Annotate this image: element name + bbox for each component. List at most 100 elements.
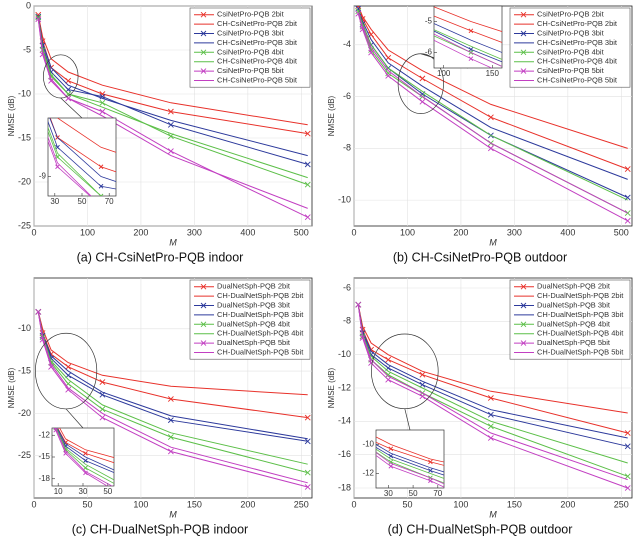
x-tick-label: 250 xyxy=(614,499,629,509)
legend-label: DualNetSph-PQB 4bit xyxy=(217,319,291,328)
legend-label: CH-CsiNetPro-PQB 3bit xyxy=(537,38,618,47)
marker xyxy=(368,49,375,56)
caption: (b) CH-CsiNetPro-PQB outdoor xyxy=(393,250,567,264)
legend-marker xyxy=(520,30,527,37)
y-tick-label: -25 xyxy=(18,450,31,460)
x-tick-label: 100 xyxy=(133,499,148,509)
x-tick-label: 50 xyxy=(402,499,412,509)
marker xyxy=(419,371,426,378)
inset-marker xyxy=(83,451,88,456)
legend-marker xyxy=(200,302,207,309)
line xyxy=(357,8,628,180)
y-tick-label: -6 xyxy=(343,91,351,101)
inset-marker xyxy=(468,28,474,34)
marker xyxy=(419,381,426,388)
marker xyxy=(385,371,392,378)
x-tick-label: 0 xyxy=(31,499,36,509)
marker xyxy=(624,473,631,480)
inset-marker xyxy=(203,512,207,516)
marker xyxy=(487,114,494,121)
legend-label: CH-DualNetSph-PQB 5bit xyxy=(217,347,304,356)
y-tick-label: -4 xyxy=(343,39,351,49)
zoom-connector xyxy=(60,97,83,119)
inset-area xyxy=(47,117,117,197)
legend-label: DualNetSph-PQB 5bit xyxy=(217,338,291,347)
x-tick-label: 400 xyxy=(560,227,575,237)
marker xyxy=(304,484,311,490)
marker xyxy=(99,93,106,100)
marker xyxy=(355,301,362,308)
y-tick-label: -6 xyxy=(343,282,351,292)
caption: (d) CH-DualNetSph-PQB outdoor xyxy=(388,522,573,536)
y-tick-label: -8 xyxy=(343,316,351,326)
caption: (a) CH-CsiNetPro-PQB indoor xyxy=(77,250,244,264)
inset-marker xyxy=(83,458,88,463)
legend-label: CH-DualNetSph-PQB 4bit xyxy=(537,329,624,338)
legend-marker xyxy=(200,11,207,18)
x-axis-label: M xyxy=(489,509,497,519)
y-tick-label: -25 xyxy=(18,220,31,230)
legend-label: CsiNetPro-PQB 3bit xyxy=(537,28,605,37)
marker xyxy=(304,469,311,476)
inset-y-tick-label: -15 xyxy=(38,452,50,461)
marker xyxy=(304,438,311,445)
x-tick-label: 0 xyxy=(351,499,356,509)
zoom-ellipse xyxy=(397,53,444,114)
inset-marker xyxy=(428,468,433,473)
y-tick-label: -10 xyxy=(18,88,31,98)
inset-y-tick-label: -10 xyxy=(362,440,374,449)
inset-y-tick-label: -12 xyxy=(38,430,50,439)
inset-y-tick-label: -6 xyxy=(425,48,433,57)
marker xyxy=(99,406,106,413)
legend-label: CH-DualNetSph-PQB 2bit xyxy=(537,291,624,300)
y-tick-label: -20 xyxy=(18,408,31,418)
marker xyxy=(419,75,426,82)
inset-line xyxy=(56,428,114,471)
inset-x-tick-label: 70 xyxy=(433,489,442,498)
legend-label: DualNetSph-PQB 4bit xyxy=(537,319,611,328)
line xyxy=(357,6,628,149)
y-tick-label: 0 xyxy=(26,0,31,10)
x-tick-label: 500 xyxy=(614,227,629,237)
marker xyxy=(35,11,42,18)
marker xyxy=(167,108,174,115)
inset-x-tick-label: 10 xyxy=(54,487,63,496)
legend-label: CH-CsiNetPro-PQB 4bit xyxy=(537,57,618,66)
marker xyxy=(99,108,106,115)
y-tick-label: -8 xyxy=(343,143,351,153)
marker xyxy=(624,430,631,436)
marker xyxy=(35,13,42,20)
marker xyxy=(355,8,362,15)
marker xyxy=(487,145,494,152)
y-tick-label: -10 xyxy=(338,194,351,204)
x-tick-label: 200 xyxy=(133,227,148,237)
inset-x-tick-label: 30 xyxy=(50,197,59,206)
line xyxy=(357,304,628,414)
inset-marker xyxy=(360,233,364,237)
inset-line xyxy=(376,452,444,485)
inset-marker xyxy=(23,19,27,23)
inset-marker xyxy=(23,24,27,28)
legend-marker xyxy=(520,321,527,328)
legend-label: CH-CsiNetPro-PQB 3bit xyxy=(217,38,298,47)
legend-label: CH-DualNetSph-PQB 3bit xyxy=(217,310,304,319)
legend-label: CH-DualNetSph-PQB 4bit xyxy=(217,329,304,338)
inset-marker xyxy=(55,164,60,170)
marker xyxy=(167,417,174,424)
legend-box xyxy=(189,279,311,360)
y-tick-label: -15 xyxy=(18,132,31,142)
inset-marker xyxy=(83,465,88,471)
inset-marker xyxy=(98,164,104,170)
marker xyxy=(39,51,46,58)
zoom-connector xyxy=(65,408,84,429)
legend-label: CH-CsiNetPro-PQB 5bit xyxy=(217,75,298,84)
inset-line xyxy=(55,428,114,481)
inset-marker xyxy=(361,515,365,519)
inset-x-tick-label: 30 xyxy=(384,489,393,498)
inset-marker xyxy=(23,28,27,32)
line xyxy=(357,13,628,214)
inset-marker xyxy=(388,453,394,459)
legend-label: DualNetSph-PQB 2bit xyxy=(537,282,611,291)
line xyxy=(37,311,308,484)
